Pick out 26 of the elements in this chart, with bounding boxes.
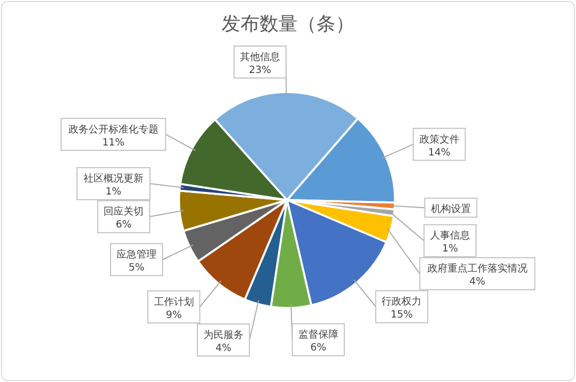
slice-label: 政策文件 [419,133,460,146]
slice-label: 行政权力 [382,296,422,308]
data-label: 6% [310,342,326,354]
slice-label: 人事信息 [430,230,470,242]
slice-label: 工作计划 [154,296,194,308]
slice-label: 应急管理 [116,248,157,261]
data-label: 4% [469,276,486,288]
data-label: 6% [116,220,132,231]
data-label: 1% [442,244,458,255]
data-label: 11% [102,137,124,148]
data-label: 4% [215,342,232,354]
data-label: 9% [166,310,182,321]
data-label: 5% [128,262,144,274]
slice-label: 社区概况更新 [83,172,144,185]
slice-label: 政府重点工作落实情况 [427,262,528,275]
slice-label: 为民服务 [203,328,244,341]
data-label: 15% [390,310,413,321]
data-label: 23% [248,65,272,76]
slice-label: 监督保障 [298,328,338,341]
slice-label: 其他信息 [240,51,280,64]
slice-label: 机构设置 [430,203,471,216]
data-label: 1% [106,186,122,198]
slice-label: 政务公开标准化专题 [68,123,158,136]
chart-title: 发布数量（条） [222,13,354,35]
data-label: 14% [428,147,450,158]
slice-label: 回应关切 [104,206,144,218]
